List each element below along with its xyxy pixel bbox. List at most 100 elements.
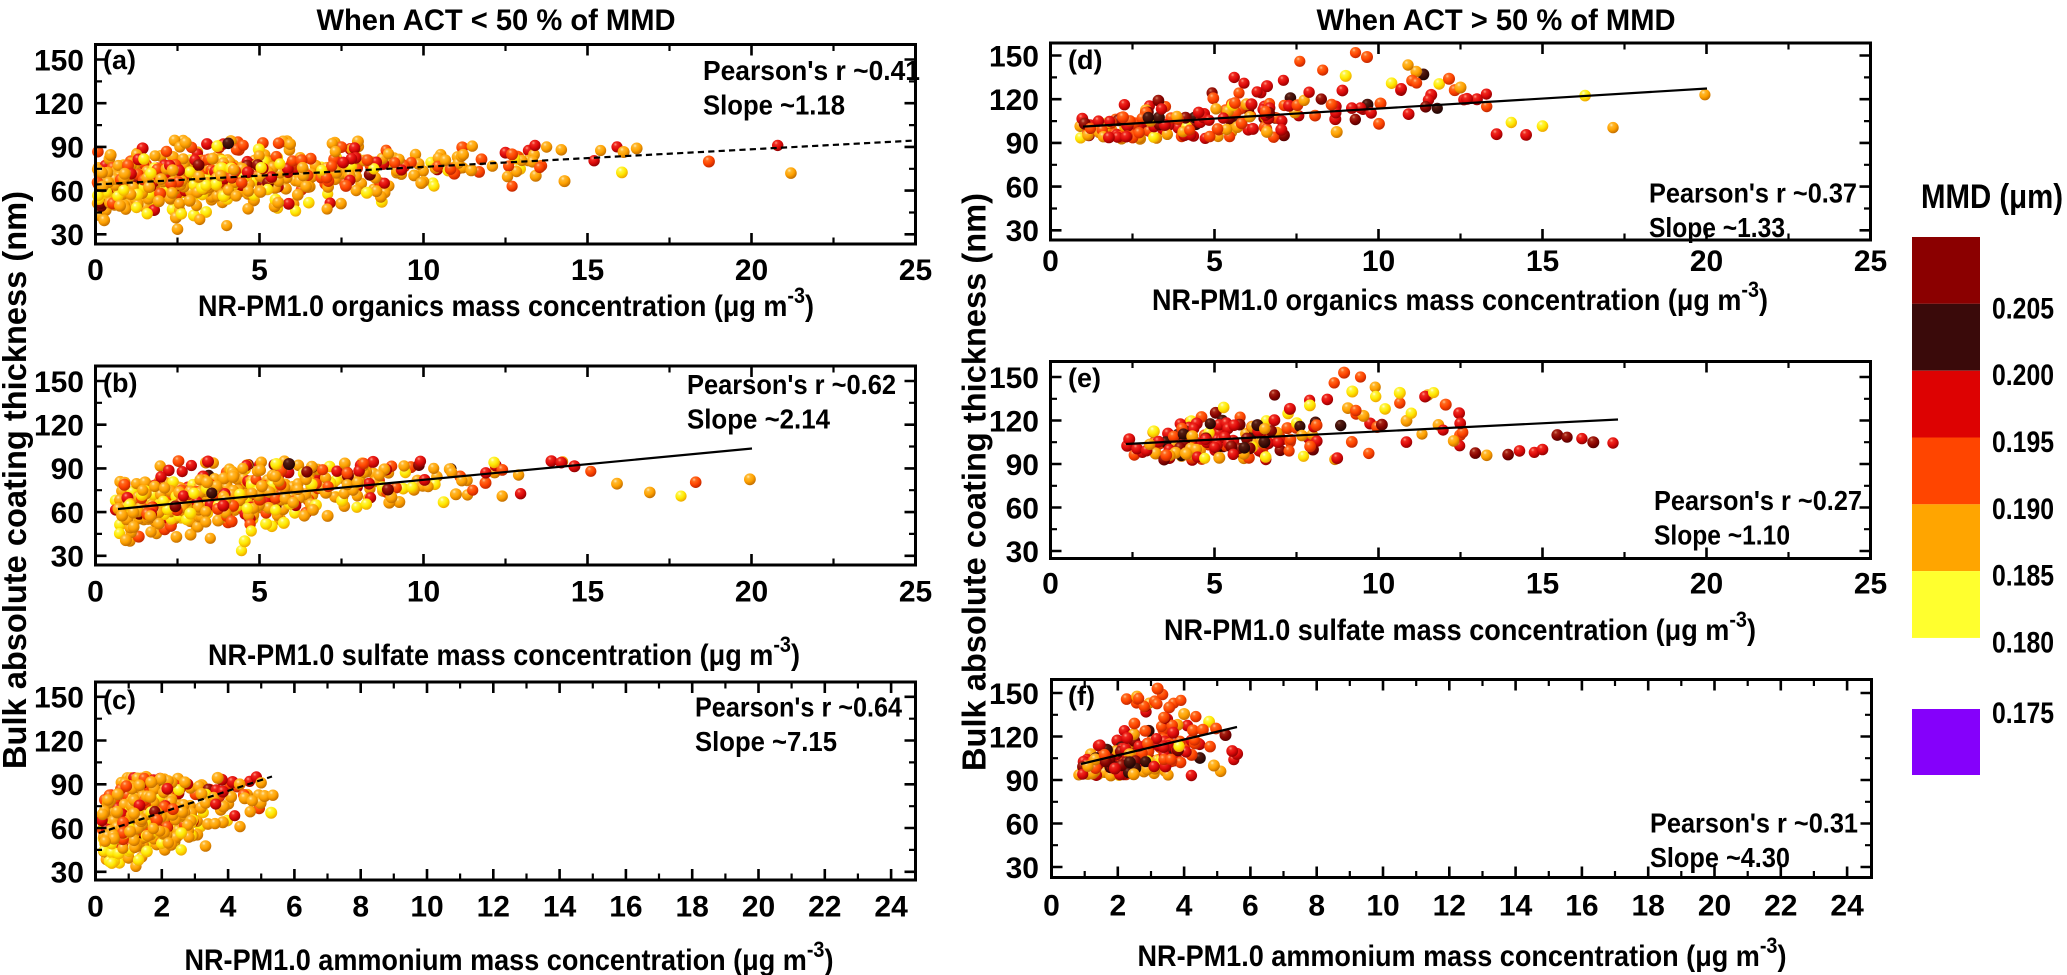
svg-text:20: 20 [735,576,768,609]
svg-text:0.175: 0.175 [1992,697,2054,730]
svg-text:120: 120 [34,88,84,121]
svg-text:22: 22 [1764,890,1797,923]
svg-text:4: 4 [1176,890,1193,923]
svg-text:90: 90 [1006,449,1039,482]
svg-text:When ACT > 50 % of MMD: When ACT > 50 % of MMD [1317,4,1676,37]
svg-text:120: 120 [34,410,84,443]
svg-text:30: 30 [1006,215,1039,248]
svg-text:6: 6 [286,891,303,924]
svg-text:5: 5 [251,576,268,609]
svg-text:150: 150 [34,44,84,77]
svg-text:90: 90 [51,132,84,165]
svg-text:15: 15 [571,576,604,609]
svg-text:150: 150 [989,362,1039,395]
svg-text:0: 0 [87,254,104,287]
svg-text:2: 2 [153,891,170,924]
svg-text:5: 5 [251,254,268,287]
svg-text:10: 10 [407,254,440,287]
svg-text:150: 150 [34,682,84,715]
svg-text:20: 20 [1698,890,1731,923]
svg-text:(f): (f) [1068,681,1095,711]
svg-text:Pearson's r ~0.27: Pearson's r ~0.27 [1654,485,1862,516]
svg-text:60: 60 [1006,171,1039,204]
svg-text:10: 10 [1362,245,1395,278]
svg-text:22: 22 [808,891,841,924]
svg-text:(c): (c) [103,685,136,715]
svg-text:NR-PM1.0 ammonium mass concent: NR-PM1.0 ammonium mass concentration (μg… [184,937,833,975]
svg-text:120: 120 [34,725,84,758]
svg-text:0.200: 0.200 [1992,359,2054,392]
svg-text:0: 0 [1042,245,1059,278]
svg-text:30: 30 [1006,536,1039,569]
svg-text:10: 10 [407,576,440,609]
svg-text:90: 90 [1006,765,1039,798]
svg-text:60: 60 [1006,808,1039,841]
svg-text:16: 16 [1565,890,1598,923]
svg-text:0.195: 0.195 [1992,426,2054,459]
svg-text:150: 150 [989,678,1039,711]
svg-text:0: 0 [87,576,104,609]
svg-text:14: 14 [543,891,577,924]
svg-text:18: 18 [1632,890,1665,923]
svg-text:60: 60 [51,497,84,530]
svg-text:150: 150 [989,40,1039,73]
svg-text:150: 150 [34,366,84,399]
svg-text:Slope ~1.18: Slope ~1.18 [703,90,845,121]
svg-text:12: 12 [1433,890,1466,923]
svg-text:24: 24 [874,891,908,924]
svg-text:6: 6 [1242,890,1259,923]
svg-text:0.185: 0.185 [1992,560,2054,593]
svg-text:10: 10 [410,891,443,924]
svg-text:25: 25 [1854,245,1887,278]
svg-text:15: 15 [1526,245,1559,278]
svg-text:12: 12 [477,891,510,924]
svg-text:120: 120 [989,405,1039,438]
svg-text:0.180: 0.180 [1992,627,2054,660]
svg-text:15: 15 [571,254,604,287]
svg-text:60: 60 [51,175,84,208]
svg-text:30: 30 [1006,852,1039,885]
svg-text:0.190: 0.190 [1992,493,2054,526]
svg-text:5: 5 [1206,245,1223,278]
svg-text:25: 25 [899,576,932,609]
svg-text:Slope ~1.10: Slope ~1.10 [1654,520,1790,551]
svg-text:NR-PM1.0 organics mass concent: NR-PM1.0 organics mass concentration (μg… [1152,277,1768,317]
svg-text:20: 20 [742,891,775,924]
svg-text:Slope ~2.14: Slope ~2.14 [687,404,830,435]
svg-text:Slope ~1.33: Slope ~1.33 [1649,212,1785,243]
svg-text:90: 90 [51,453,84,486]
svg-text:30: 30 [51,219,84,252]
svg-text:0: 0 [87,891,104,924]
svg-text:0: 0 [1042,568,1059,601]
svg-text:20: 20 [1690,568,1723,601]
svg-text:25: 25 [1854,568,1887,601]
svg-text:15: 15 [1526,568,1559,601]
svg-text:10: 10 [1362,568,1395,601]
svg-text:(a): (a) [103,45,136,75]
svg-text:Pearson's r ~0.31: Pearson's r ~0.31 [1650,808,1858,839]
svg-text:16: 16 [609,891,642,924]
svg-text:5: 5 [1206,568,1223,601]
svg-text:MMD (μm): MMD (μm) [1921,178,2063,216]
svg-text:90: 90 [1006,128,1039,161]
svg-text:4: 4 [220,891,237,924]
svg-text:30: 30 [51,541,84,574]
svg-text:Slope ~7.15: Slope ~7.15 [695,726,837,757]
svg-text:Pearson's r ~0.41: Pearson's r ~0.41 [703,55,920,86]
svg-text:When ACT < 50 % of MMD: When ACT < 50 % of MMD [317,4,676,37]
svg-text:14: 14 [1499,890,1533,923]
svg-text:Slope ~4.30: Slope ~4.30 [1650,842,1790,873]
svg-text:30: 30 [51,857,84,890]
svg-text:25: 25 [899,254,932,287]
svg-text:NR-PM1.0 organics mass concent: NR-PM1.0 organics mass concentration (μg… [198,283,814,323]
svg-text:8: 8 [1308,890,1325,923]
svg-text:120: 120 [989,84,1039,117]
svg-text:Bulk absolute coating thicknes: Bulk absolute coating thickness (nm) [0,191,33,769]
svg-text:90: 90 [51,769,84,802]
svg-text:Pearson's r ~0.62: Pearson's r ~0.62 [687,369,896,400]
svg-text:24: 24 [1830,890,1864,923]
svg-text:Pearson's r ~0.64: Pearson's r ~0.64 [695,692,902,723]
svg-text:60: 60 [51,813,84,846]
svg-text:18: 18 [676,891,709,924]
svg-text:Pearson's r ~0.37: Pearson's r ~0.37 [1649,177,1857,208]
